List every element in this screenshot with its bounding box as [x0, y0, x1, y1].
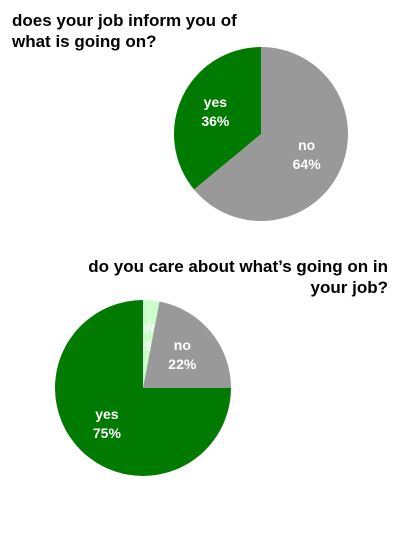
pie-slice — [193, 47, 348, 222]
chart-title: does your job inform you of what is goin… — [12, 11, 237, 51]
slice-value-label: 36% — [201, 113, 230, 129]
slice-value-label: 75% — [93, 425, 122, 441]
pie-slice — [143, 300, 160, 388]
slice-value-label: 22% — [168, 356, 197, 372]
chart-title: do you care about what’s going on in you… — [88, 257, 388, 297]
slice-label: yes — [204, 94, 228, 110]
pie-slice — [143, 301, 231, 388]
slice-label: yes — [95, 406, 119, 422]
pie-slice — [55, 300, 231, 476]
pie-slice — [173, 46, 261, 190]
slice-label: no — [298, 137, 315, 153]
slice-label: no — [174, 337, 191, 353]
slice-value-label: 64% — [293, 156, 322, 172]
